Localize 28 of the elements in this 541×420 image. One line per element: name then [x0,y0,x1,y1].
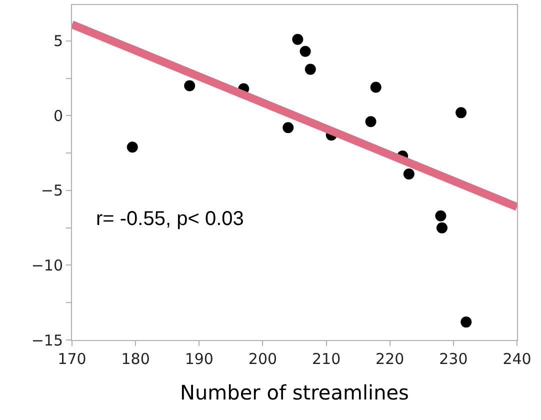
y-tick-label: −15 [31,331,63,350]
point [460,316,472,328]
y-tick-label: −5 [40,182,63,200]
x-tick-label: 230 [439,350,468,368]
point [126,142,138,153]
point [300,46,311,57]
point [456,107,467,118]
point [184,80,196,92]
point [292,34,304,45]
y-tick-label: 5 [53,32,63,50]
x-tick-label: 190 [184,350,214,368]
y-tick-label: −10 [31,256,63,274]
x-tick-label: 220 [376,350,404,368]
x-tick-label: 210 [312,350,341,368]
point [435,210,446,222]
annotation: r= -0.55, p< 0.03 [96,208,244,230]
x-axis-title: Number of streamlines [180,380,409,404]
x-tick-label: 240 [502,350,532,368]
point [436,222,448,234]
point [370,82,382,93]
point [365,116,376,128]
y-tick-label: 0 [53,106,63,125]
point [282,122,294,134]
point [304,64,316,75]
x-tick-label: 200 [248,350,278,368]
point [403,168,414,180]
x-tick-label: 180 [121,350,150,368]
x-tick-label: 170 [58,350,86,368]
